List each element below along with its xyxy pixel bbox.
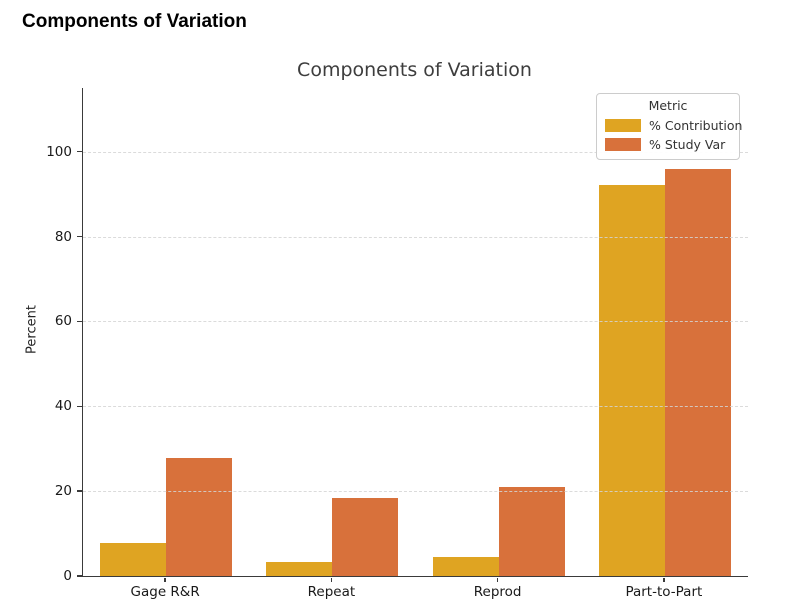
bar-contribution bbox=[266, 562, 333, 576]
y-tick-label: 0 bbox=[63, 568, 72, 584]
x-tick-mark bbox=[330, 577, 333, 583]
plot-area bbox=[82, 88, 748, 577]
legend-item-label: % Study Var bbox=[649, 137, 726, 152]
x-tick-mark bbox=[663, 577, 665, 583]
y-tick-label: 80 bbox=[54, 228, 72, 245]
legend-title: Metric bbox=[648, 98, 688, 113]
bar-study-var bbox=[498, 486, 565, 576]
y-tick-mark bbox=[76, 320, 82, 323]
bar-contribution bbox=[432, 557, 499, 576]
x-tick-label: Part-to-Part bbox=[625, 584, 703, 600]
x-tick-label: Gage R&R bbox=[130, 584, 200, 600]
x-tick-mark bbox=[496, 577, 499, 583]
y-tick-label: 60 bbox=[54, 313, 72, 330]
gridline bbox=[83, 236, 748, 238]
x-tick-label: Reprod bbox=[473, 584, 522, 600]
y-tick-mark bbox=[76, 150, 82, 153]
bar-study-var bbox=[332, 497, 399, 576]
legend-item: % Contribution bbox=[603, 116, 742, 135]
y-tick-mark bbox=[76, 575, 82, 577]
chart-title: Components of Variation bbox=[297, 59, 532, 81]
y-tick-label: 20 bbox=[54, 483, 72, 500]
y-tick-mark bbox=[76, 235, 82, 238]
gridline bbox=[83, 491, 748, 493]
legend-item-label: % Contribution bbox=[649, 118, 743, 133]
bar-contribution bbox=[598, 184, 665, 576]
page-title: Components of Variation bbox=[22, 11, 247, 32]
y-tick-mark bbox=[76, 405, 82, 407]
gridline bbox=[83, 151, 748, 153]
legend: Metric % Contribution % Study Var bbox=[596, 93, 742, 160]
y-tick-label: 40 bbox=[54, 398, 72, 415]
bar-contribution bbox=[100, 543, 167, 576]
bar-study-var bbox=[664, 168, 731, 576]
legend-rows: % Contribution % Study Var bbox=[603, 116, 742, 154]
y-tick-label: 100 bbox=[46, 143, 72, 160]
legend-swatch bbox=[605, 138, 641, 151]
bar-study-var bbox=[166, 457, 233, 576]
gridline bbox=[83, 321, 748, 323]
x-tick-mark bbox=[164, 577, 166, 583]
legend-item: % Study Var bbox=[603, 135, 733, 154]
y-tick-mark bbox=[76, 490, 82, 492]
x-tick-label: Repeat bbox=[307, 584, 356, 600]
gridline bbox=[83, 406, 748, 408]
legend-swatch bbox=[605, 119, 641, 132]
